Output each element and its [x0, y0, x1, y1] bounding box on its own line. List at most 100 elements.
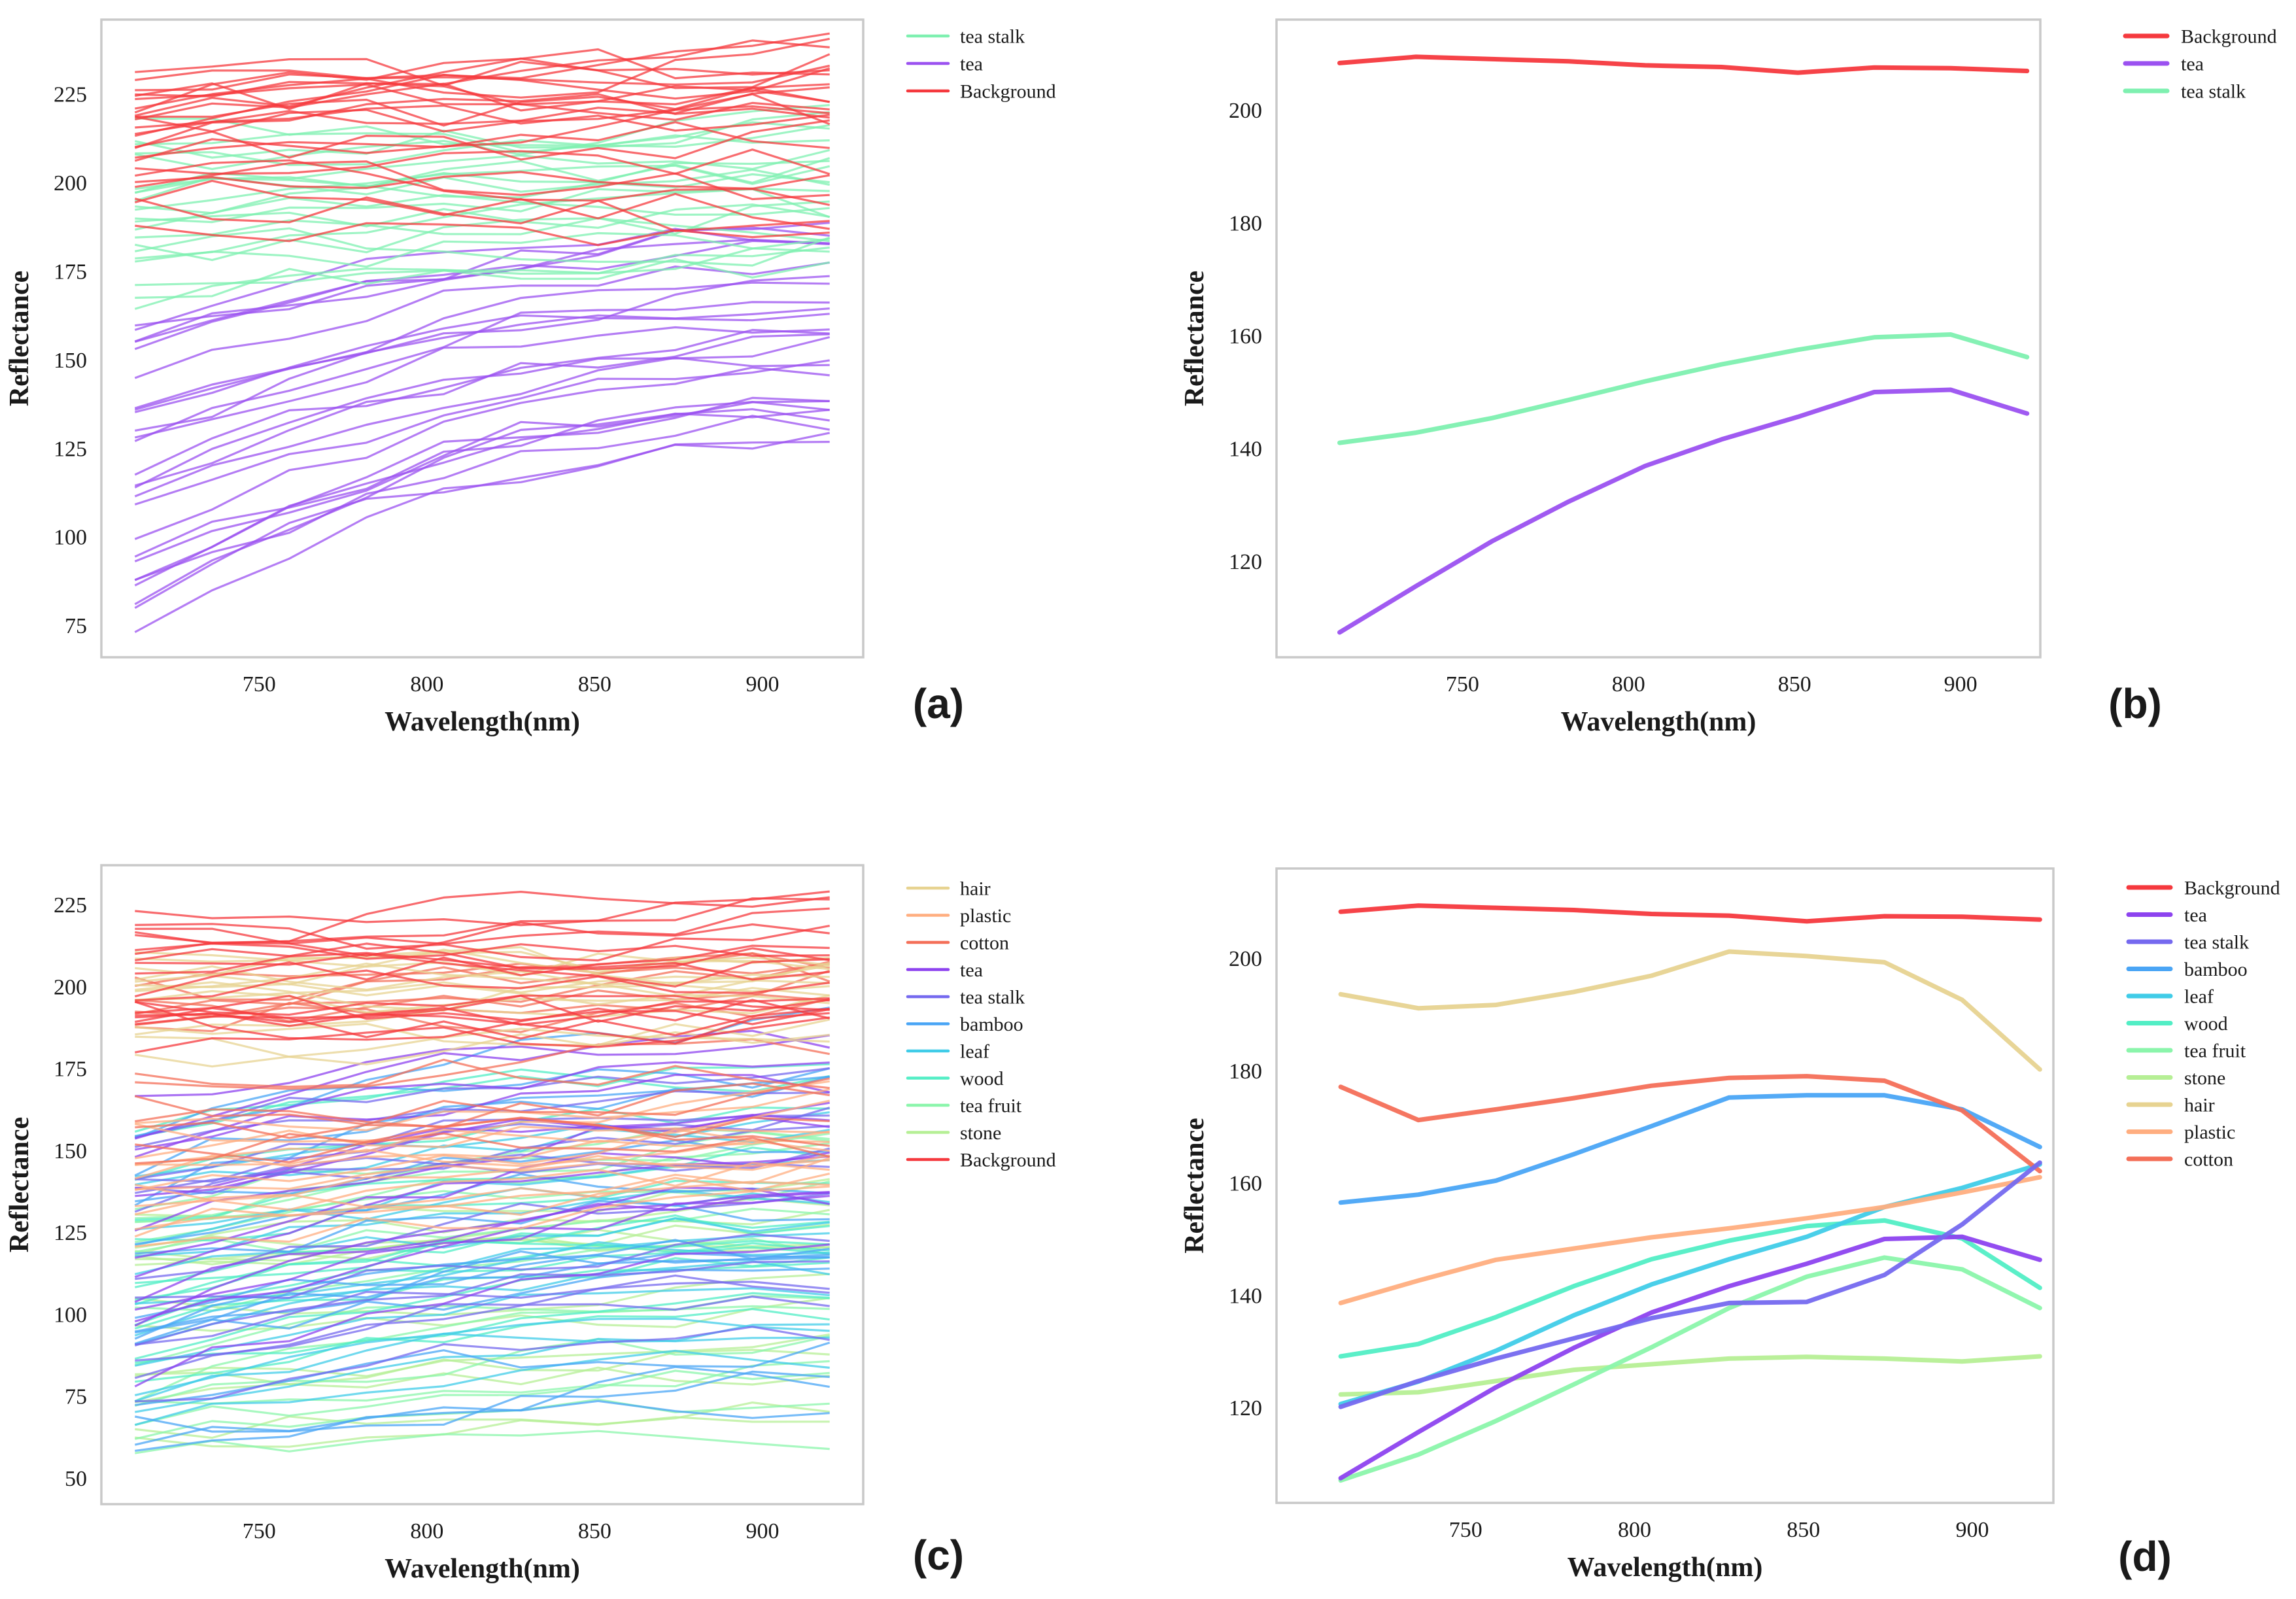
legend-label-cotton: cotton — [2184, 1149, 2233, 1171]
spectrum-line-plastic — [134, 1157, 831, 1238]
panel-d-ytick-200: 200 — [1229, 947, 1262, 971]
panel-a-xtick-850: 850 — [578, 672, 611, 696]
spectrum-line-tea — [134, 1155, 830, 1279]
legend-item-hair: hair — [2126, 1095, 2215, 1116]
spectrum-line-tea — [134, 409, 830, 587]
spectrum-line-plastic — [135, 1088, 831, 1131]
spectrum-line-tea — [134, 281, 830, 411]
panel-a-plot-area — [134, 32, 831, 634]
legend-item-Background: Background — [906, 1150, 1056, 1171]
panel-c-xtick-800: 800 — [410, 1519, 443, 1543]
legend-item-wood: wood — [906, 1068, 1004, 1090]
legend-item-cotton: cotton — [906, 933, 1009, 954]
spectrum-line-tea-fruit — [134, 1335, 831, 1407]
legend-label-plastic: plastic — [960, 905, 1011, 927]
spectrum-line-Background — [135, 969, 830, 1002]
legend-item-tea-stalk: tea stalk — [2126, 932, 2249, 954]
legend-label-stone: stone — [960, 1122, 1001, 1144]
legend-item-tea-fruit: tea fruit — [906, 1095, 1022, 1117]
spectrum-line-cotton — [135, 1132, 831, 1165]
spectrum-line-Background — [135, 171, 830, 190]
spectrum-line-Background — [135, 148, 831, 175]
legend-item-Background: Background — [2123, 26, 2277, 48]
spectrum-line-leaf — [134, 1317, 830, 1396]
legend-label-wood: wood — [960, 1068, 1004, 1090]
spectrum-line-Background — [135, 953, 830, 988]
spectrum-line-tea — [135, 1101, 830, 1197]
legend-label-hair: hair — [960, 878, 991, 900]
spectrum-line-Background — [135, 942, 830, 960]
panel-c-xtick-850: 850 — [578, 1519, 611, 1543]
panel-b-ytick-140: 140 — [1229, 438, 1262, 462]
spectrum-line-tea — [134, 1191, 830, 1311]
panel-a-yaxis-label: Reflectance — [5, 271, 35, 407]
legend-item-plastic: plastic — [2126, 1122, 2235, 1143]
panel-a-xtick-750: 750 — [243, 672, 276, 696]
spectrum-line-tea-fruit — [135, 1430, 830, 1454]
spectrum-line-tea-stalk — [135, 1233, 830, 1299]
panel-d-yaxis-label: Reflectance — [1180, 1118, 1210, 1254]
mean-curve-leaf — [1338, 1161, 2042, 1407]
spectrum-line-tea — [134, 366, 830, 540]
spectrum-line-tea-stalk — [135, 188, 831, 260]
panel-c-legend: hair plastic cotton tea tea stalk bamboo leaf w… — [906, 878, 1056, 1171]
spectrum-line-Background — [135, 1012, 830, 1045]
spectrum-line-tea-stalk — [134, 1260, 830, 1347]
panel-c-letter: (c) — [913, 1532, 964, 1579]
spectrum-line-Background — [135, 1016, 830, 1054]
panel-d-ytick-140: 140 — [1229, 1284, 1262, 1308]
mean-curve-hair — [1338, 949, 2042, 1072]
legend-label-cotton: cotton — [960, 933, 1009, 954]
spectrum-line-tea — [134, 400, 830, 562]
mean-curve-Background — [1337, 54, 2030, 75]
legend-item-tea-fruit: tea fruit — [2126, 1040, 2246, 1062]
panel-b-axes-box — [1275, 18, 2042, 659]
spectrum-line-tea — [134, 441, 830, 634]
spectrum-line-tea-stalk — [135, 1326, 830, 1403]
panel-b-xtick-800: 800 — [1612, 672, 1645, 696]
spectrum-line-stone — [135, 1349, 830, 1403]
panel-b-xtick-900: 900 — [1944, 672, 1978, 696]
mean-curve-tea-fruit — [1338, 1255, 2042, 1483]
panel-c-xtick-900: 900 — [746, 1519, 780, 1543]
spectrum-line-tea-stalk — [134, 194, 830, 231]
spectrum-line-Background — [135, 942, 830, 971]
spectrum-line-Background — [134, 53, 831, 117]
spectrum-line-Background — [135, 93, 831, 133]
legend-item-tea: tea — [2123, 54, 2204, 75]
spectrum-line-bamboo — [135, 1173, 830, 1245]
panel-a-lines-tea — [134, 222, 831, 634]
mean-curve-tea — [1338, 1234, 2042, 1481]
panel-c-xtick-750: 750 — [243, 1519, 276, 1543]
legend-item-plastic: plastic — [906, 905, 1011, 927]
spectrum-line-tea — [134, 1243, 830, 1388]
panel-b-plot-area — [1337, 54, 2030, 635]
spectrum-line-tea — [134, 415, 830, 581]
legend-item-tea: tea — [906, 54, 983, 75]
legend-label-tea-fruit: tea fruit — [2184, 1040, 2246, 1062]
panel-b-legend: Background tea tea stalk — [2123, 26, 2277, 103]
mean-curve-tea-stalk — [1338, 1160, 2042, 1409]
spectrum-line-tea — [134, 356, 830, 498]
spectrum-line-Background — [135, 890, 830, 927]
panel-d-ytick-180: 180 — [1229, 1059, 1262, 1084]
spectrum-line-tea-stalk — [135, 258, 831, 299]
spectrum-line-tea — [134, 1061, 830, 1158]
spectrum-line-Background — [134, 196, 830, 232]
panel-c-ytick-175: 175 — [54, 1057, 87, 1082]
spectrum-line-tea — [134, 396, 830, 581]
spectrum-line-Background — [135, 907, 830, 946]
panel-a-xtick-800: 800 — [410, 672, 443, 696]
spectrum-line-tea-fruit — [134, 1305, 830, 1403]
spectrum-line-hair — [135, 962, 830, 998]
legend-item-bamboo: bamboo — [906, 1014, 1023, 1035]
legend-item-tea-stalk: tea stalk — [2123, 81, 2246, 103]
spectrum-line-wood — [135, 1063, 830, 1138]
spectrum-line-hair — [135, 961, 831, 991]
panel-d-plot-area — [1338, 903, 2042, 1483]
spectrum-line-tea-stalk — [134, 1274, 830, 1379]
spectrum-line-tea-stalk — [134, 217, 830, 262]
panel-c-plot-area — [134, 890, 831, 1454]
spectrum-line-tea — [134, 400, 830, 558]
